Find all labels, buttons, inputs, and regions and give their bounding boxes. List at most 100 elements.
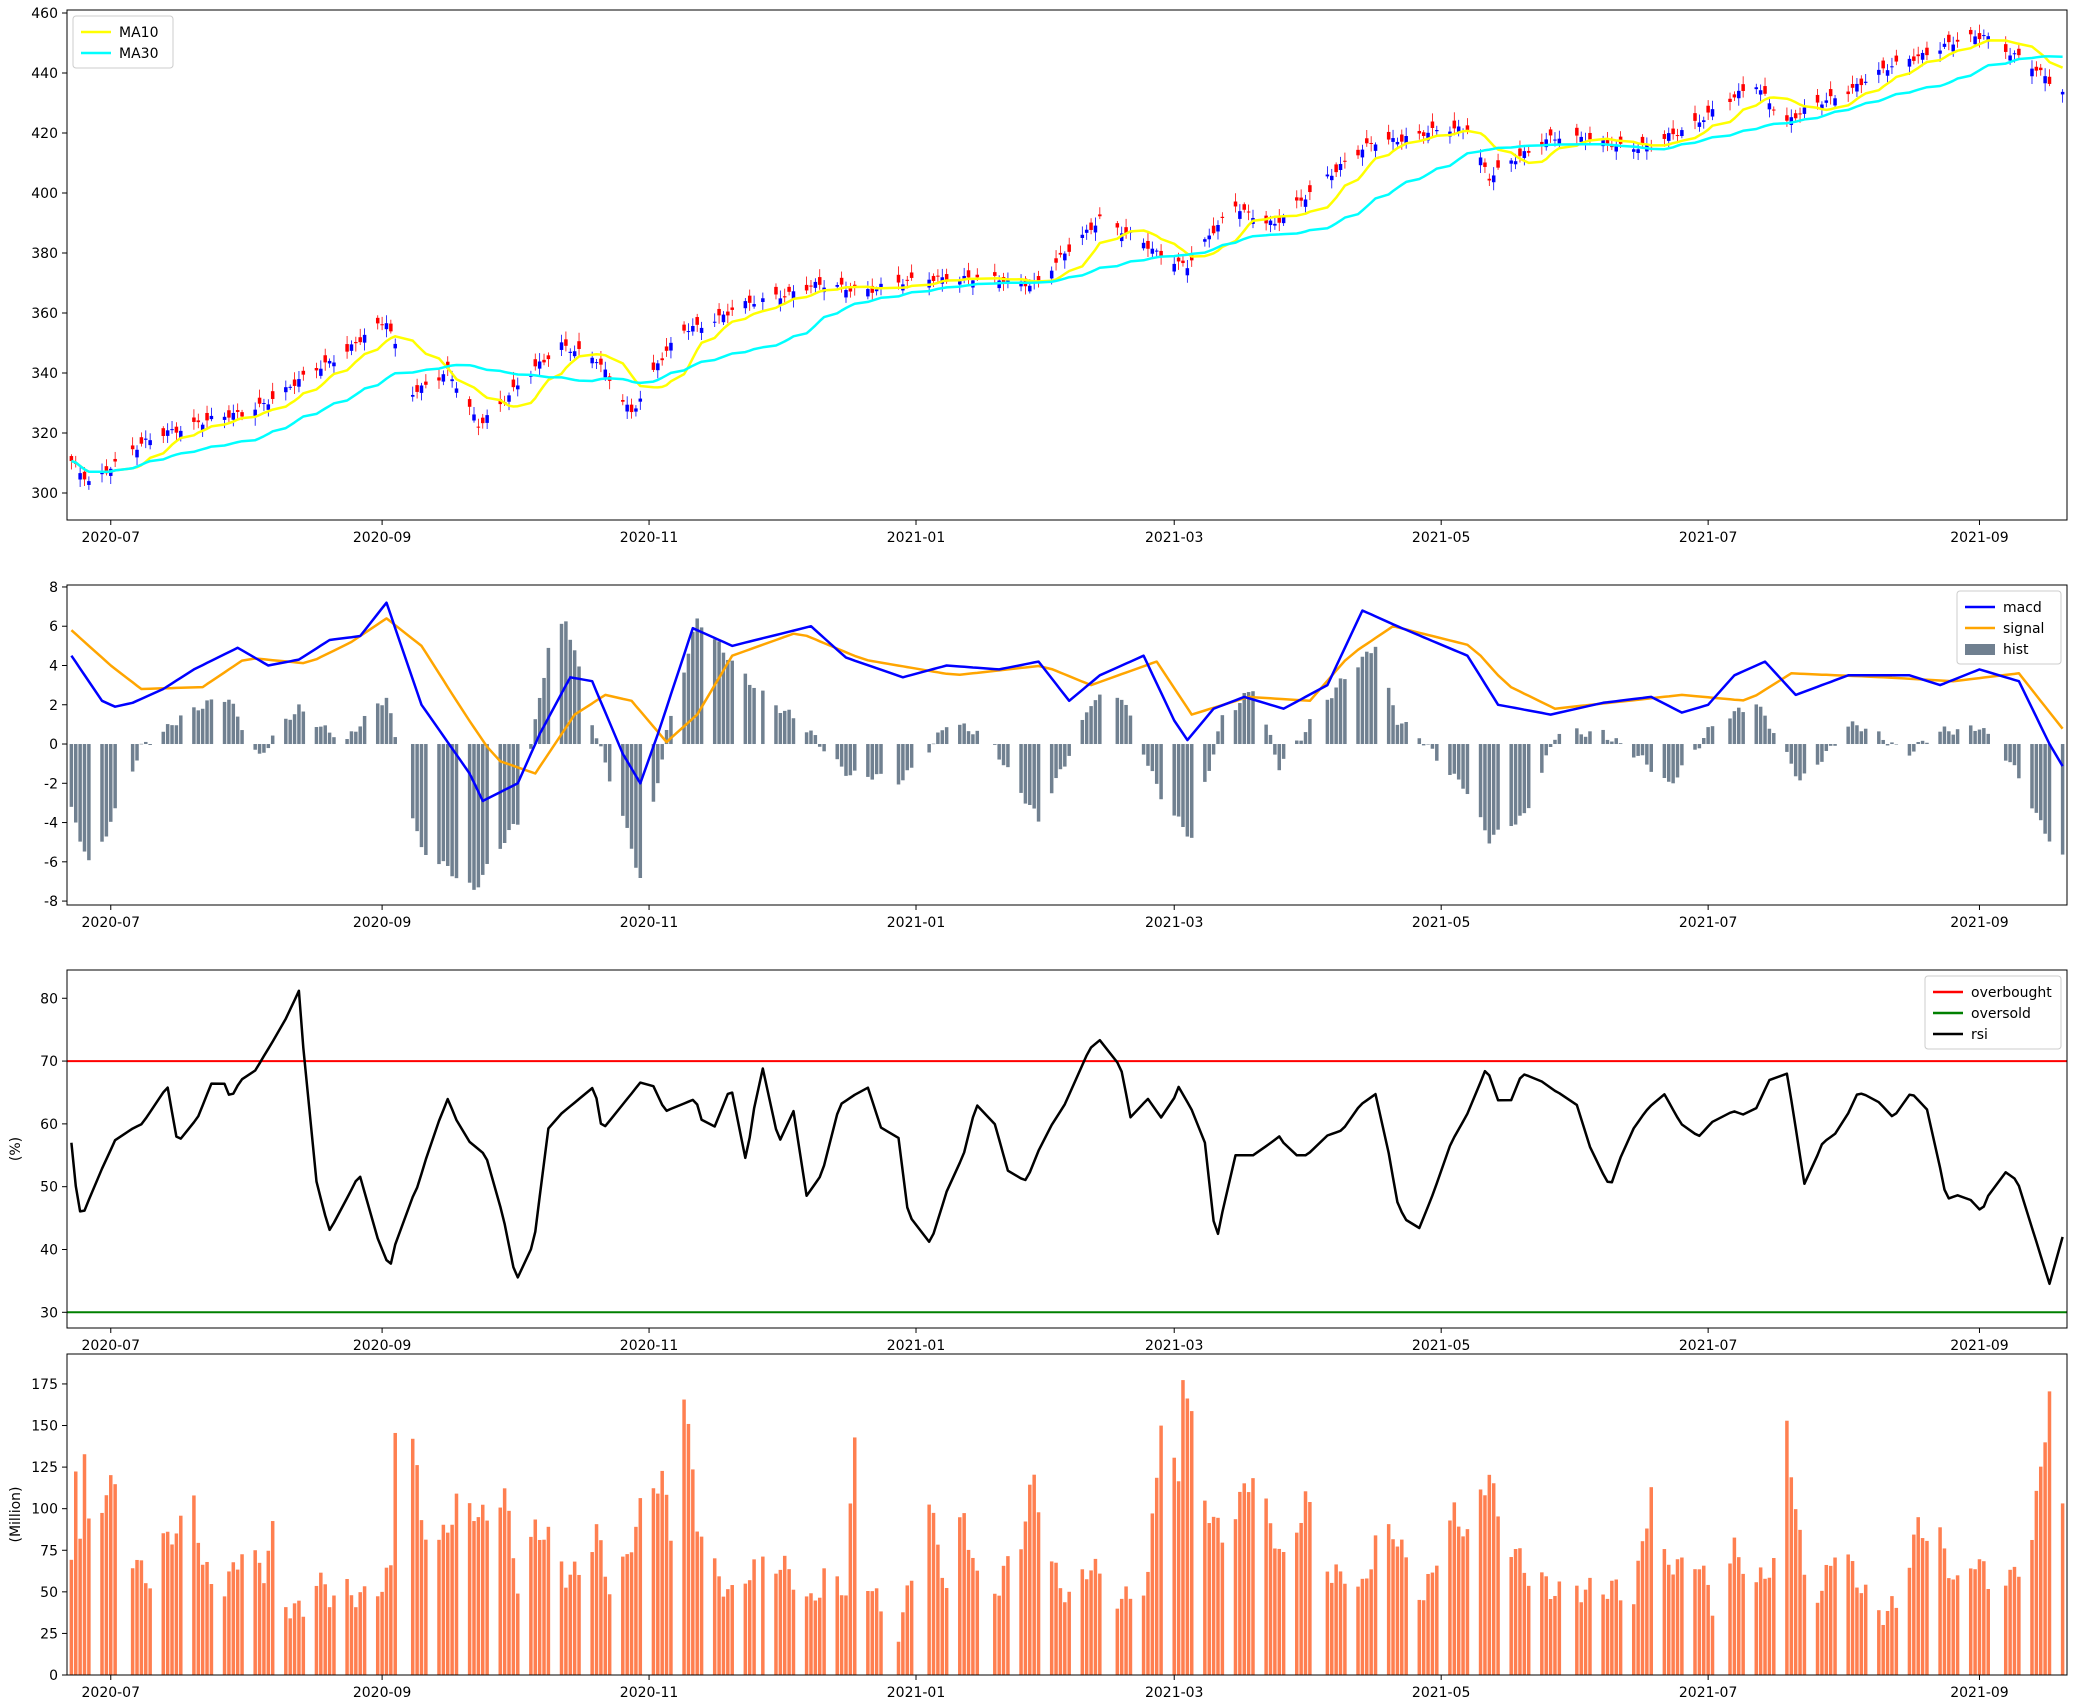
hist-bar [2060,744,2065,855]
candle-body [656,363,660,371]
volume-bar [1785,1420,1789,1675]
volume-bar [1706,1584,1710,1675]
volume-bar [568,1574,573,1675]
volume-bar [1435,1565,1439,1675]
volume-bar [1001,1565,1006,1675]
hist-bar [1216,731,1220,745]
candle-body [966,270,971,278]
volume-bar [691,1469,695,1675]
candle-body [1308,185,1312,193]
candle-body [1601,138,1605,147]
candle-body [634,408,638,412]
candle-body [682,324,686,331]
volume-bar [529,1536,533,1675]
volume-bar [1058,1588,1063,1675]
volume-bar [577,1574,581,1675]
candle-body [1483,162,1487,167]
volume-bar [1710,1615,1715,1675]
candle-body [664,346,669,351]
volume-bar [1942,1548,1947,1675]
candle-body [1430,121,1435,128]
hist-bar [1789,744,1794,764]
volume-bar [2034,1490,2039,1675]
candle-body [1522,151,1527,158]
hist-bar [1308,719,1312,745]
volume-bar [958,1517,962,1675]
candle-body [349,344,354,351]
volume-bar [1251,1478,1255,1675]
candle-body [1894,55,1899,62]
volume-bar [1518,1548,1522,1675]
hist-bar [931,743,936,745]
candle-body [1216,225,1220,232]
candle-body [1395,141,1400,145]
hist-bar [1833,744,1837,746]
candle-body [227,410,231,418]
hist-bar [712,639,717,745]
candle-body [1054,258,1058,263]
hist-bar [445,744,450,866]
hist-bar [502,744,507,843]
candle-body [1815,94,1820,103]
hist-bar [695,618,699,745]
hist-bar [1141,744,1146,755]
candle-body [839,277,844,285]
signal-line [70,617,2064,775]
volume-bar [240,1554,244,1675]
candle-body [2017,48,2021,56]
volume-bar [1579,1602,1583,1675]
volume-bar [1925,1540,1929,1675]
volume-bar [288,1618,292,1675]
volume-bar [1754,1582,1759,1675]
volume-bar [2008,1569,2012,1675]
candle-body [2043,76,2047,84]
volume-bar [966,1549,971,1675]
candle-body [936,275,940,277]
hist-bar [170,725,174,745]
volume-bar [651,1488,656,1675]
volume-bar [1763,1578,1767,1675]
candle-body [327,360,332,364]
hist-bar [511,744,516,824]
hist-bar [1098,694,1102,745]
hist-bar [839,744,844,767]
volume-bar [909,1580,914,1675]
hist-bar [1115,697,1120,745]
x-tick-label: 2021-07 [1679,1338,1738,1354]
volume-bar [564,1587,568,1675]
candle-body [270,391,275,399]
volume-bar [559,1561,564,1675]
y-tick-label: 4 [49,658,58,674]
hist-bar [1824,744,1829,751]
volume-bar [1859,1593,1864,1675]
volume-bar [1417,1599,1422,1675]
volume-bar [327,1607,332,1675]
volume-bar [817,1597,822,1675]
hist-bar [485,744,489,864]
hist-bar [1802,744,1807,774]
volume-bar [1098,1573,1102,1675]
volume-bar [235,1569,240,1675]
candle-body [319,368,323,376]
candle-body [874,289,879,292]
candle-body [1662,134,1667,139]
plot-frame [66,584,2068,906]
volume-bar [1491,1483,1496,1675]
y-tick-label: 25 [40,1626,58,1642]
candle-body [747,295,752,303]
candle-body [1365,138,1369,144]
hist-bar [1089,706,1093,745]
volume-bar [971,1557,975,1675]
candle-body [1400,134,1404,142]
hist-bar [2017,744,2021,779]
hist-bar [345,739,349,745]
volume-bar [1824,1564,1829,1675]
volume-bar [1360,1578,1365,1675]
hist-bar [1671,744,1675,784]
candle-body [537,361,542,369]
volume-bar [1951,1579,1955,1675]
candle-body [1268,220,1273,226]
volume-bar [874,1588,879,1675]
hist-bar [1465,744,1470,795]
hist-bar [1058,744,1063,770]
